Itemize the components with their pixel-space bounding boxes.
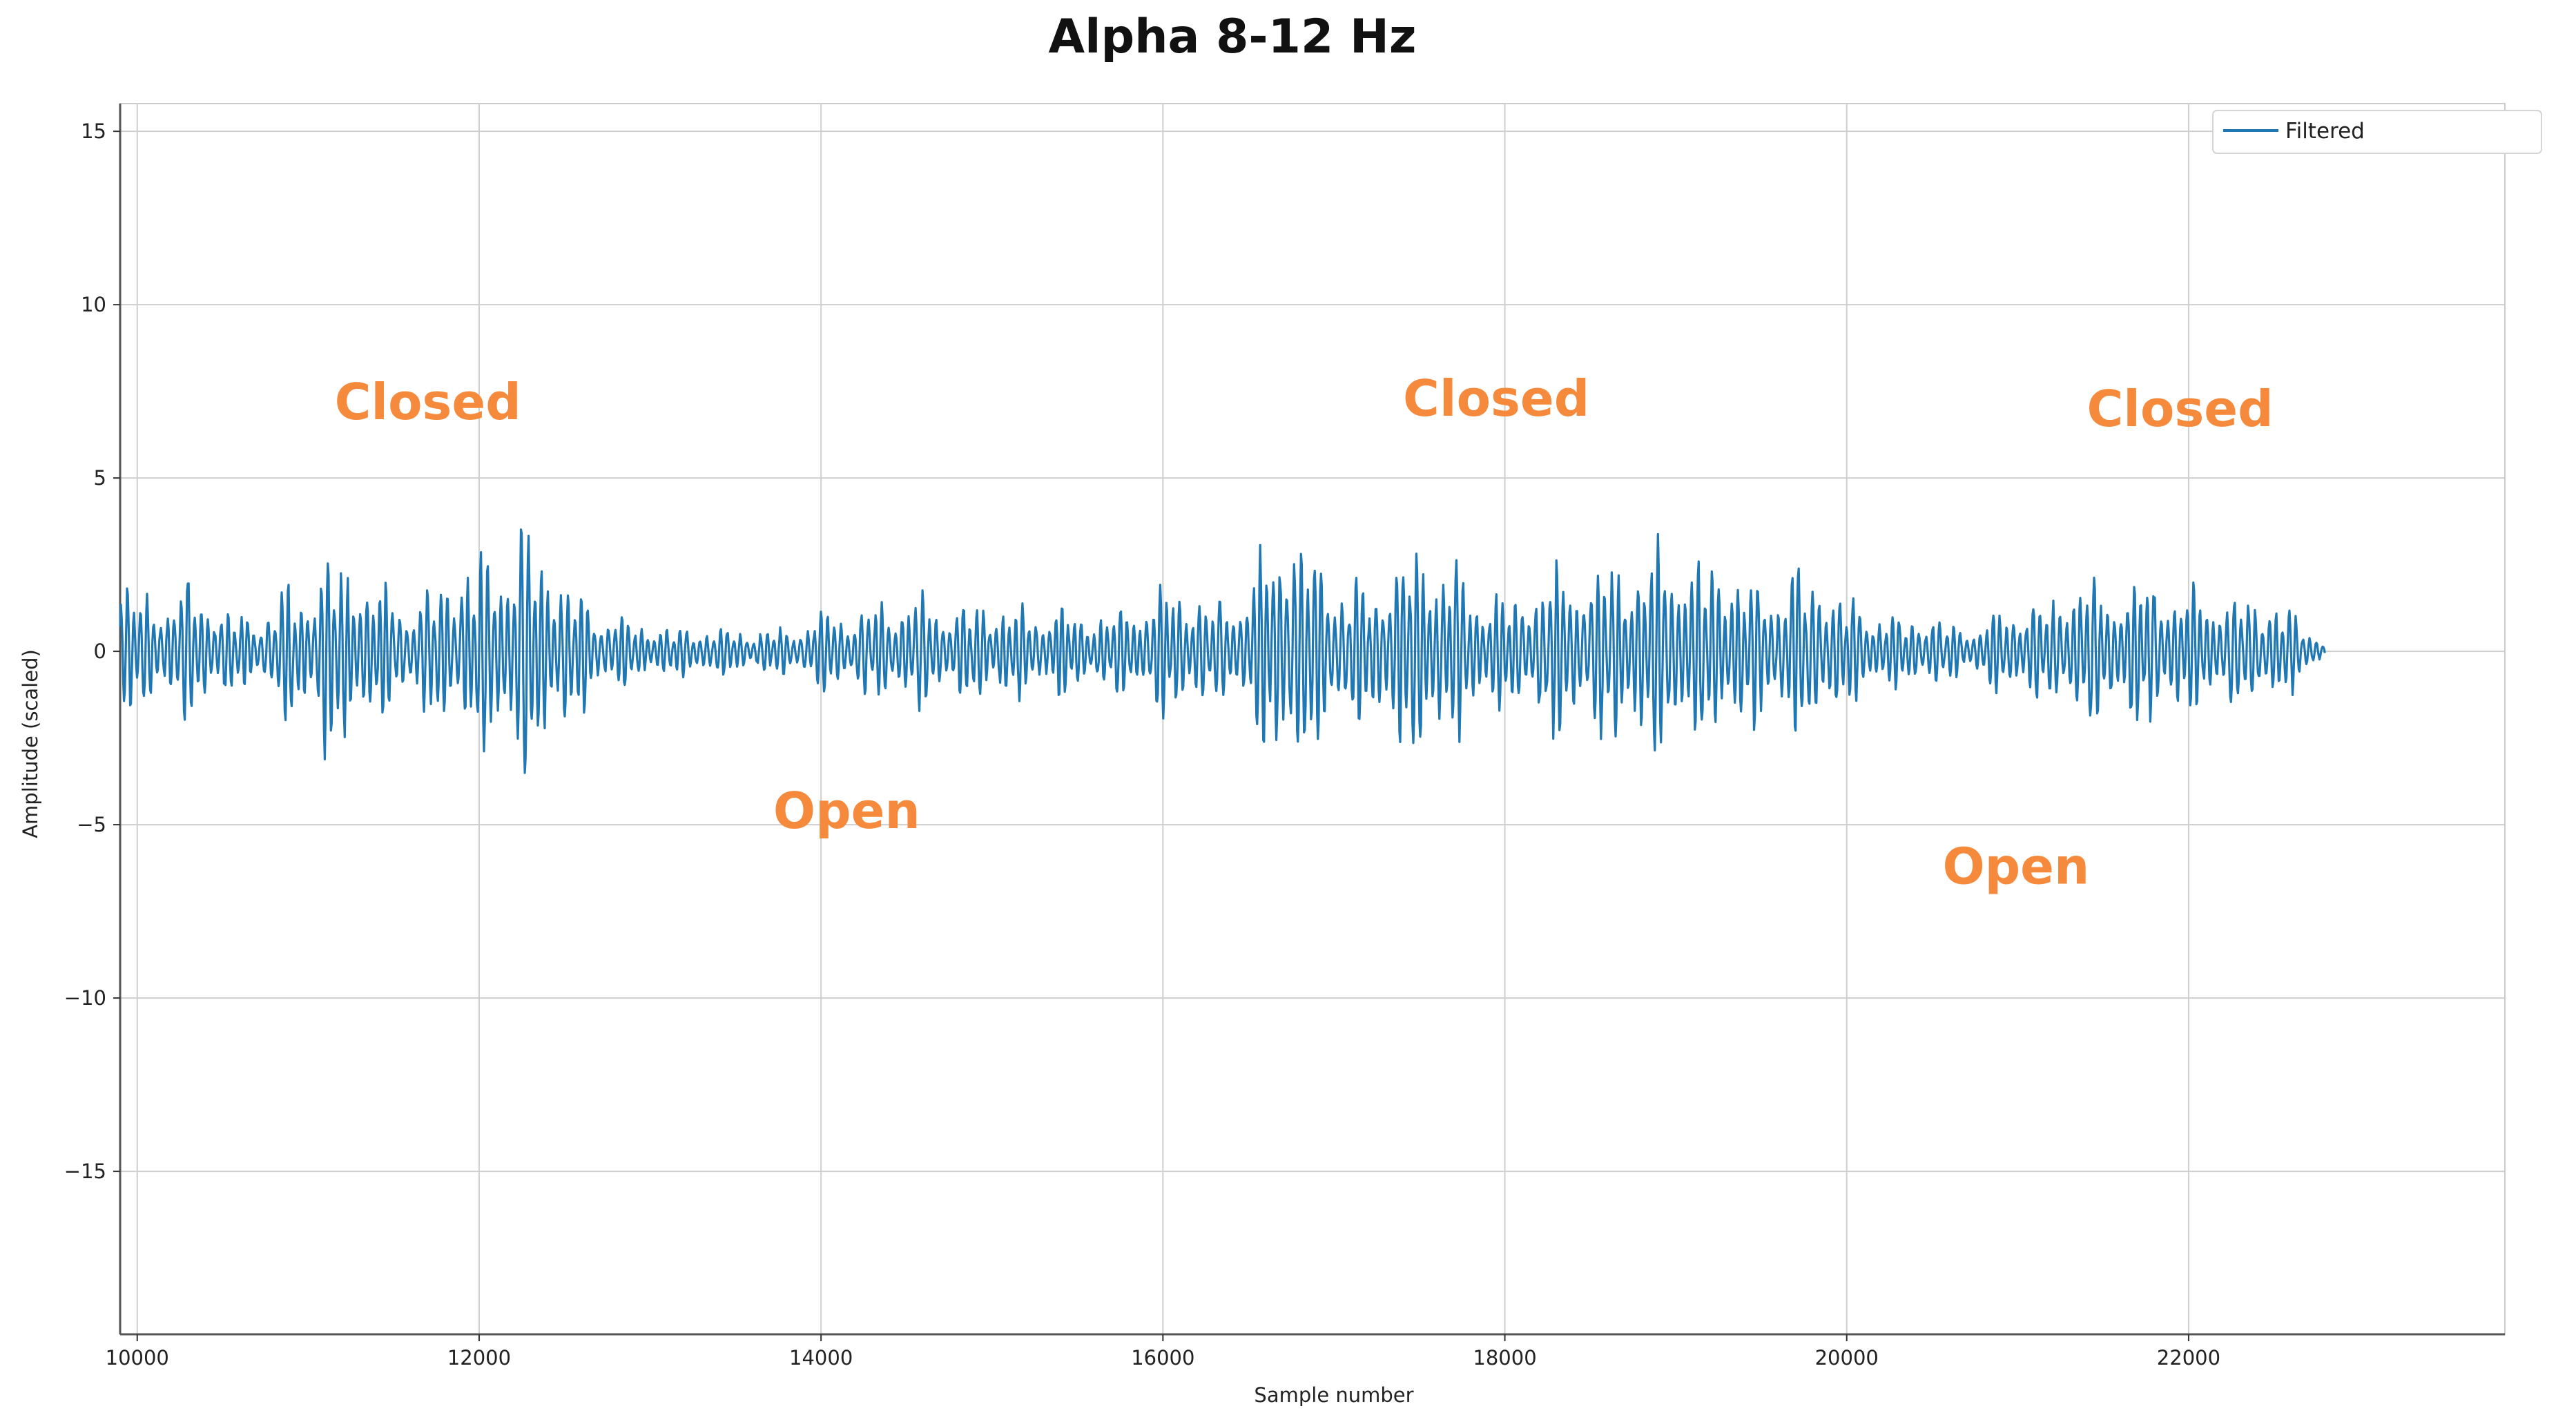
y-tick-label: 10 — [81, 293, 106, 316]
x-tick-label: 12000 — [447, 1346, 511, 1370]
annotation-label: Closed — [2086, 380, 2273, 438]
legend-label-filtered: Filtered — [2285, 119, 2365, 144]
y-tick-label: −15 — [64, 1160, 106, 1183]
x-tick-label: 20000 — [1815, 1346, 1879, 1370]
axes — [119, 103, 2506, 1336]
x-tick-label: 10000 — [106, 1346, 169, 1370]
x-tick-label: 22000 — [2157, 1346, 2220, 1370]
y-tick-label: 5 — [94, 466, 106, 490]
annotation-label: Closed — [335, 373, 521, 431]
x-axis-ticks: 10000 12000 14000 16000 18000 20000 22000 — [106, 1334, 2220, 1370]
x-axis-label: Sample number — [1254, 1383, 1413, 1407]
x-tick-label: 18000 — [1473, 1346, 1536, 1370]
annotation-label: Open — [773, 782, 920, 840]
series-filtered-line — [119, 528, 2326, 774]
x-tick-label: 16000 — [1131, 1346, 1194, 1370]
legend-frame — [2212, 110, 2542, 154]
grid — [120, 104, 2505, 1334]
chart-title: Alpha 8-12 Hz — [1049, 10, 1417, 64]
series-layer — [119, 528, 2326, 774]
y-tick-label: 15 — [81, 119, 106, 143]
y-tick-label: −10 — [64, 986, 106, 1010]
annotation-label: Closed — [1403, 369, 1589, 427]
y-axis-ticks: 15 10 5 0 −5 −10 −15 — [64, 119, 120, 1183]
annotation-label: Open — [1942, 837, 2089, 895]
y-axis-label: Amplitude (scaled) — [19, 649, 42, 838]
x-tick-label: 14000 — [789, 1346, 853, 1370]
annotations: Closed Closed Closed Open Open — [335, 369, 2274, 896]
y-tick-label: 0 — [94, 640, 106, 663]
legend: Filtered — [2212, 110, 2542, 154]
y-tick-label: −5 — [77, 813, 106, 836]
plot-frame — [119, 103, 2506, 1335]
